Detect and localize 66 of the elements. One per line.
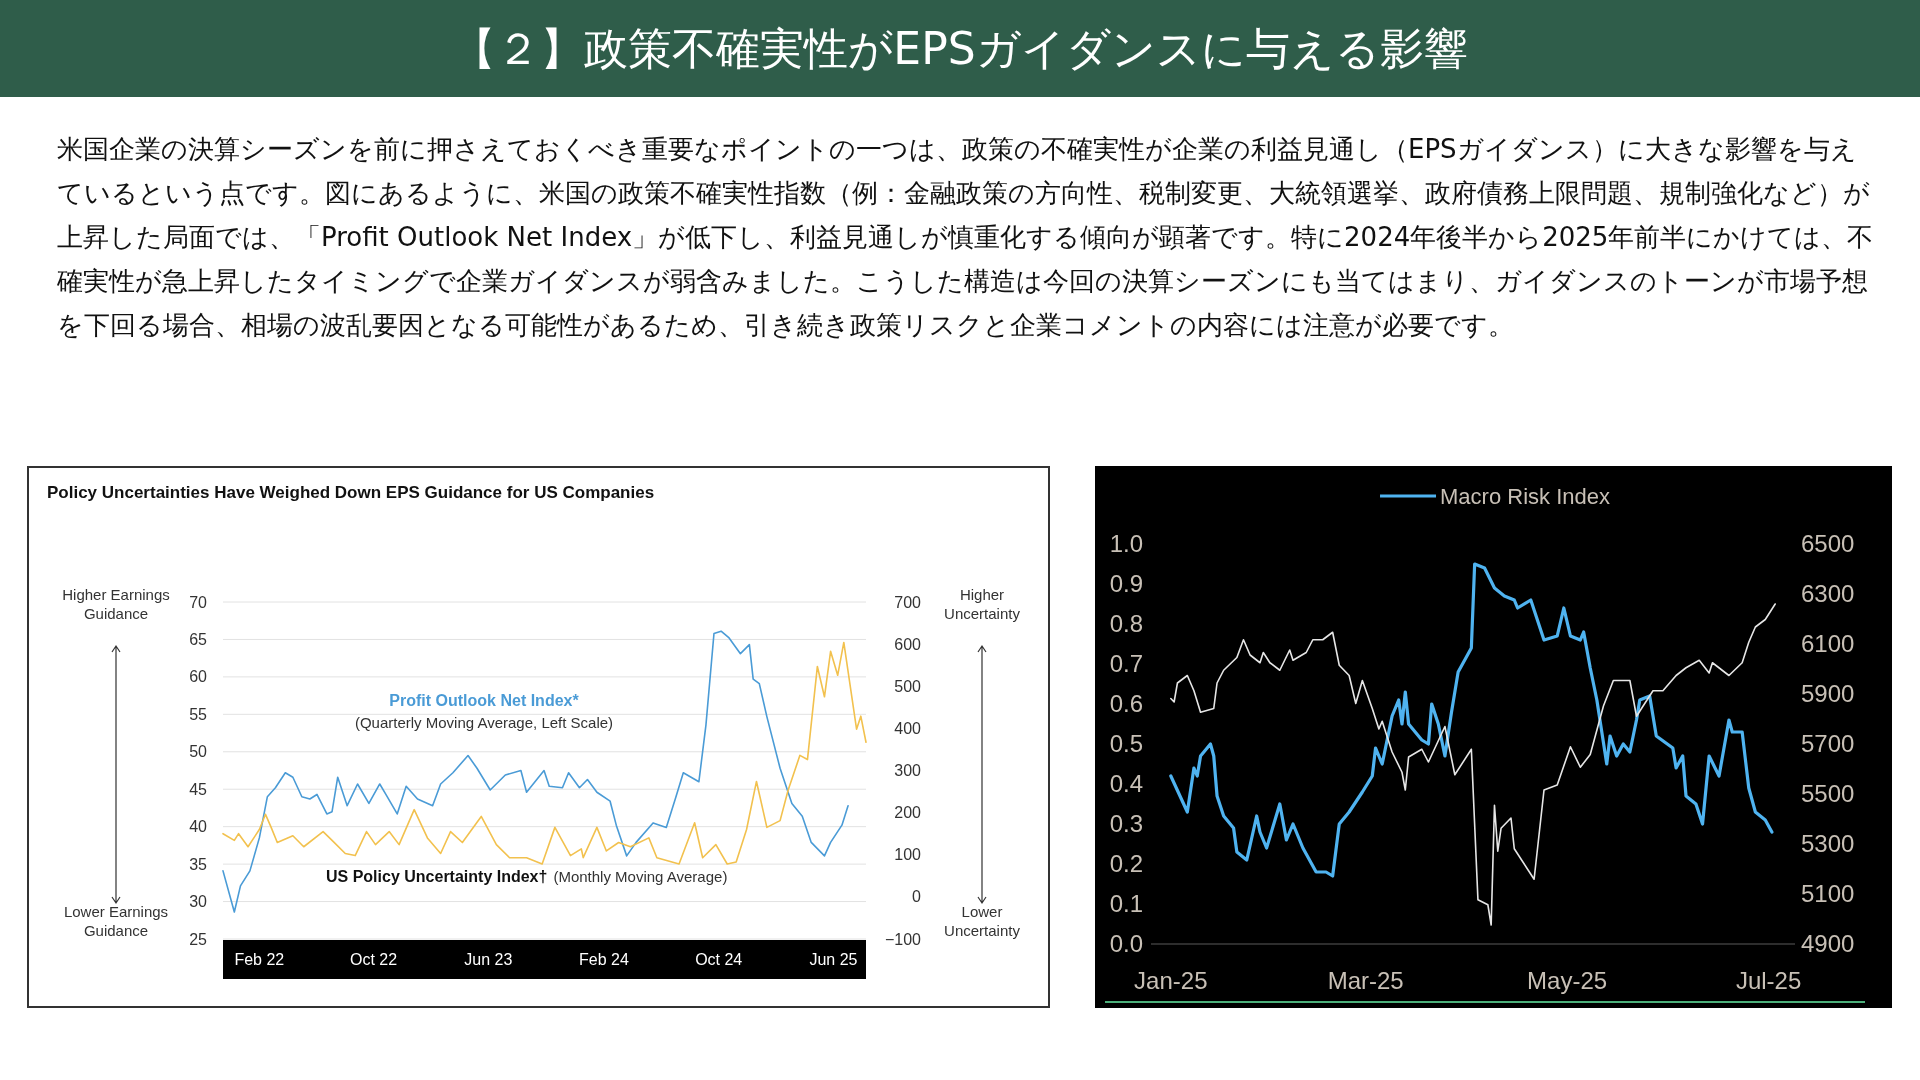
y2-tick-label: 5700 <box>1801 730 1855 758</box>
y-tick-label: 0.6 <box>1109 690 1143 718</box>
text: Profit Outlook Net Index* <box>389 692 580 709</box>
y2-tick-label: 5500 <box>1801 780 1855 808</box>
series-label: US Policy Uncertainty Index† <box>326 868 548 885</box>
y2-tick-label: 500 <box>894 677 922 695</box>
y-tick-label: 0.8 <box>1109 610 1143 638</box>
y2-tick-label: 5100 <box>1801 880 1855 908</box>
x-tick-label: Mar-25 <box>1327 967 1404 994</box>
y-tick-label: 45 <box>189 780 208 798</box>
x-tick-label: Jan-25 <box>1134 967 1208 994</box>
y-tick-label: 40 <box>189 818 208 836</box>
y2-tick-label: 5900 <box>1801 680 1855 708</box>
text: Higher Earnings Guidance <box>62 586 170 622</box>
y2-tick-label: −100 <box>884 930 922 948</box>
x-tick-label: Jun 25 <box>809 951 858 968</box>
x-tick-label: Feb 22 <box>234 951 285 968</box>
y-tick-label: 0.2 <box>1109 850 1143 878</box>
y-tick-label: 1.0 <box>1109 530 1143 558</box>
y2-tick-label: 400 <box>894 719 922 737</box>
y-tick-label: 0.9 <box>1109 570 1143 598</box>
annotation: (Monthly Moving Average) <box>553 868 728 885</box>
y2-tick-label: 6100 <box>1801 630 1855 658</box>
text: 【２】政策不確実性がEPSガイダンスに与える影響 <box>0 0 1920 97</box>
y-tick-label: 65 <box>189 631 208 649</box>
y-tick-label: 0.5 <box>1109 730 1143 758</box>
y2-tick-label: 0 <box>912 888 922 906</box>
x-tick-label: Jul-25 <box>1735 967 1802 994</box>
y2-tick-label: 100 <box>894 846 922 864</box>
y2-tick-label: 6500 <box>1801 530 1855 558</box>
y-tick-label: 55 <box>189 705 208 723</box>
chart-title: Policy Uncertainties Have Weighed Down EPS Guidance for US Companies <box>47 483 655 502</box>
line-series <box>222 641 867 865</box>
text: Lower Uncertainty <box>944 903 1021 939</box>
y-tick-label: 0.3 <box>1109 810 1143 838</box>
y-tick-label: 25 <box>189 930 208 948</box>
y-tick-label: 60 <box>189 668 208 686</box>
x-tick-label: Feb 24 <box>579 951 629 968</box>
y2-tick-label: 700 <box>894 593 922 611</box>
y2-tick-label: 300 <box>894 762 922 780</box>
y2-tick-label: 200 <box>894 804 922 822</box>
y-tick-label: 0.1 <box>1109 890 1143 918</box>
y-tick-label: 0.7 <box>1109 650 1143 678</box>
y2-tick-label: 4900 <box>1801 930 1855 958</box>
y-tick-label: 30 <box>189 893 208 911</box>
y-tick-label: 0.4 <box>1109 770 1143 798</box>
x-tick-label: Jun 23 <box>464 951 513 968</box>
y-tick-label: 70 <box>189 593 208 611</box>
y2-tick-label: 6300 <box>1801 580 1855 608</box>
line-series <box>1169 562 1774 878</box>
line-series <box>1170 603 1776 926</box>
line-series <box>222 630 849 913</box>
annotation: (Quarterly Moving Average, Left Scale) <box>354 714 614 731</box>
y-tick-label: 50 <box>189 743 208 761</box>
y-tick-label: 0.0 <box>1109 930 1143 958</box>
legend-label: Macro Risk Index <box>1440 484 1610 509</box>
y-tick-label: 35 <box>189 855 208 873</box>
legend: Macro Risk Index <box>1380 484 1610 509</box>
x-tick-label: Oct 22 <box>350 951 398 968</box>
x-tick-label: May-25 <box>1527 967 1608 994</box>
x-tick-label: Oct 24 <box>695 951 743 968</box>
y2-tick-label: 600 <box>894 635 922 653</box>
text: Lower Earnings Guidance <box>63 903 169 939</box>
text: Higher Uncertainty <box>944 586 1021 622</box>
text: 米国企業の決算シーズンを前に押さえておくべき重要なポイントの一つは、政策の不確実性が企業の利益見通し（EPSガイダンス）に大きな影響を与えているという点です。図にあるように、米国の政策不確実性指数（例：金融政策の方向性、税制変更、大統領選挙、政府債務上限問題、規制強化など）が上昇した局面では、「Profit Outlook Net Index」が低下し、利益見通しが慎重化する傾向が顕著です。特に2024年後半から2025年前半にかけては、不確実性が急上昇したタイミングで企業ガイダンスが弱含みました。こうした構造は今回の決算シーズンにも当てはまり、ガイダンスのトーンが市場予想を下回る場合、相場の波乱要因となる可能性があるため、引き続き政策リスクと企業コメントの内容には注意が必要です。 <box>57 133 1875 342</box>
y2-tick-label: 5300 <box>1801 830 1855 858</box>
